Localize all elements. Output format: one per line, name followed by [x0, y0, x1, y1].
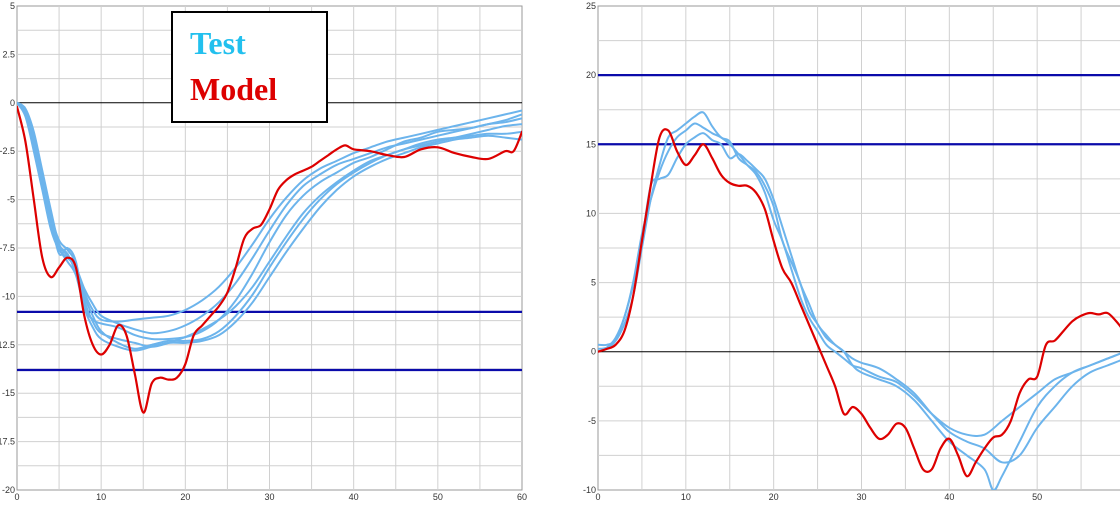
left-x-tick-label: 50 [433, 492, 443, 502]
left-grid [17, 6, 522, 490]
left-y-tick-label: -20 [2, 485, 15, 495]
legend-test-label: Test [190, 25, 246, 61]
left-y-tick-label: 5 [10, 1, 15, 11]
left-x-tick-label: 30 [264, 492, 274, 502]
right-model-line [598, 128, 1120, 478]
left-x-tick-label: 40 [349, 492, 359, 502]
left-y-tick-label: -12.5 [0, 340, 15, 350]
left-test-line-5 [17, 101, 522, 323]
legend-box: Test Model [171, 11, 328, 123]
right-x-tick-label: 40 [944, 492, 954, 502]
left-y-tick-label: -17.5 [0, 437, 15, 447]
right-x-tick-label: 0 [595, 492, 600, 502]
right-y-tick-label: 15 [586, 139, 596, 149]
legend-model-label: Model [190, 71, 277, 107]
right-y-tick-label: 25 [586, 1, 596, 11]
right-x-tick-label: 20 [769, 492, 779, 502]
right-series-group [598, 74, 1120, 490]
left-y-tick-label: -5 [7, 195, 15, 205]
right-y-tick-label: 0 [591, 347, 596, 357]
left-x-tick-label: 20 [180, 492, 190, 502]
right-y-tick-label: 20 [586, 70, 596, 80]
left-x-tick-label: 0 [14, 492, 19, 502]
left-test-line-6 [17, 101, 522, 352]
right-y-tick-label: -10 [583, 485, 596, 495]
right-x-tick-label: 10 [681, 492, 691, 502]
left-x-tick-label: 60 [517, 492, 527, 502]
right-x-tick-label: 30 [856, 492, 866, 502]
left-y-tick-label: 0 [10, 98, 15, 108]
left-test-line-2 [17, 101, 522, 350]
right-test-line-3 [598, 132, 1120, 490]
right-y-tick-label: 10 [586, 208, 596, 218]
right-test-line-1 [598, 122, 1120, 438]
right-y-tick-label: -5 [588, 416, 596, 426]
left-y-tick-label: -7.5 [0, 243, 15, 253]
left-y-tick-label: 2.5 [2, 49, 15, 59]
right-y-tick-label: 5 [591, 278, 596, 288]
left-series-group [17, 101, 522, 414]
left-model-line [17, 105, 522, 414]
left-test-line-4 [17, 101, 522, 348]
left-y-tick-label: -15 [2, 388, 15, 398]
left-x-tick-label: 10 [96, 492, 106, 502]
right-x-tick-label: 50 [1032, 492, 1042, 502]
left-y-tick-label: -10 [2, 291, 15, 301]
left-y-tick-label: -2.5 [0, 146, 15, 156]
right-chart: 01020304050602520151050-5-10 [583, 1, 1120, 502]
